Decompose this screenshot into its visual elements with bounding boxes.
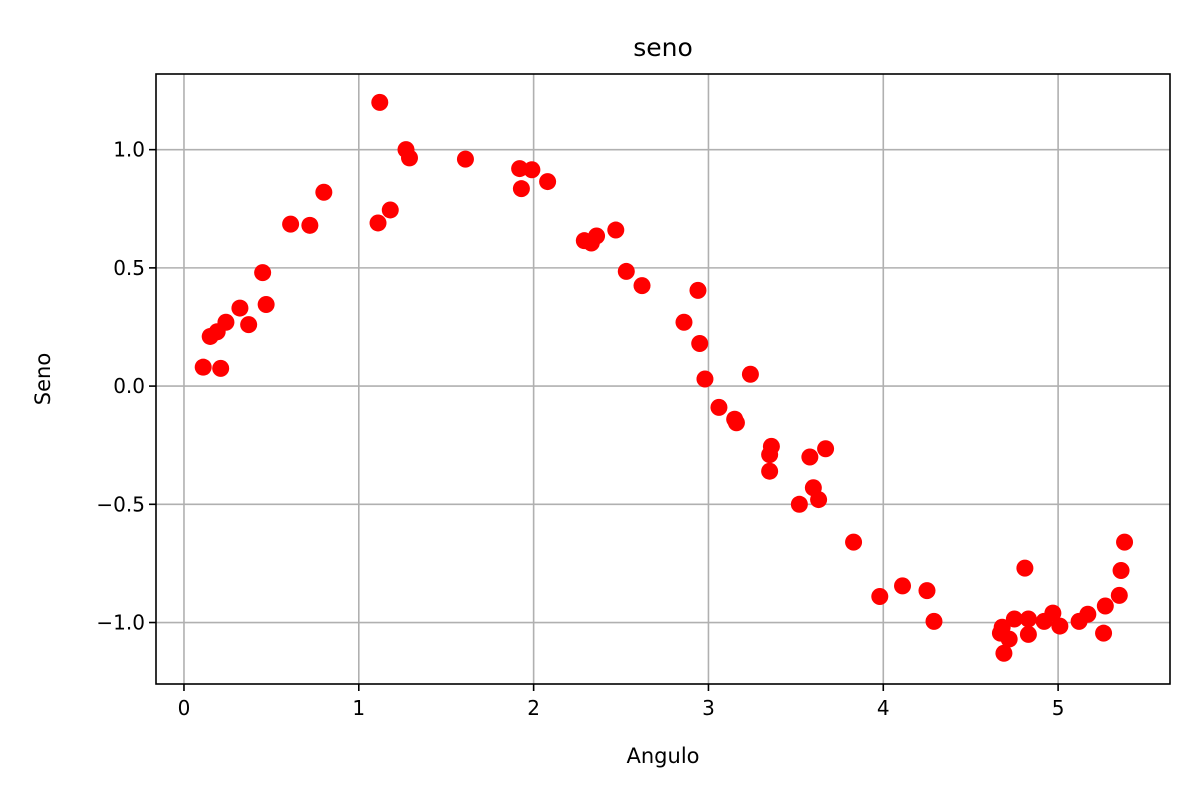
data-point xyxy=(523,161,541,179)
data-point xyxy=(301,216,319,234)
data-point xyxy=(918,582,936,600)
data-point xyxy=(689,281,707,299)
data-point xyxy=(845,533,863,551)
data-point xyxy=(212,359,230,377)
data-point xyxy=(607,221,625,239)
data-point xyxy=(1019,610,1037,628)
x-tick-label: 5 xyxy=(1052,696,1065,720)
data-point xyxy=(588,227,606,245)
x-axis-label: Angulo xyxy=(627,744,700,768)
data-point xyxy=(371,93,389,111)
data-point xyxy=(1044,604,1062,622)
data-point xyxy=(282,215,300,233)
data-point xyxy=(381,201,399,219)
x-tick-label: 3 xyxy=(702,696,715,720)
y-tick-label: −0.5 xyxy=(96,492,145,516)
data-point xyxy=(539,173,557,191)
data-point xyxy=(512,180,530,198)
y-axis-label: Seno xyxy=(31,353,55,405)
data-point xyxy=(1116,533,1134,551)
data-point xyxy=(511,160,529,178)
grid-layer xyxy=(156,74,1170,684)
plot-frame xyxy=(155,73,1171,685)
data-point xyxy=(761,462,779,480)
data-point xyxy=(1005,610,1023,628)
data-point xyxy=(925,612,943,630)
y-tick-label: −1.0 xyxy=(96,611,145,635)
data-point xyxy=(1112,562,1130,580)
data-point xyxy=(1000,630,1018,648)
data-point xyxy=(762,437,780,455)
data-point xyxy=(217,313,235,331)
data-point xyxy=(871,588,889,606)
y-tick-label: 1.0 xyxy=(113,138,145,162)
data-point xyxy=(741,365,759,383)
data-point xyxy=(1016,559,1034,577)
x-tick-label: 0 xyxy=(178,696,191,720)
data-point xyxy=(710,398,728,416)
data-point xyxy=(401,149,418,167)
data-point xyxy=(727,414,745,432)
data-point xyxy=(633,277,651,295)
x-tick-label: 4 xyxy=(877,696,890,720)
data-point xyxy=(254,264,272,282)
x-tick-label: 1 xyxy=(352,696,365,720)
x-tick-label: 2 xyxy=(527,696,540,720)
ticks-layer: 0 1 2 3 4 5 −1.0 −0.5 0.0 0.5 1.0 xyxy=(96,138,1064,720)
data-point xyxy=(810,491,828,509)
data-point xyxy=(369,214,387,232)
data-point xyxy=(1079,605,1097,623)
data-point xyxy=(240,316,258,334)
y-tick-label: 0.5 xyxy=(113,256,145,280)
data-point xyxy=(790,495,808,513)
data-point xyxy=(696,370,714,388)
data-point xyxy=(456,150,474,168)
data-point xyxy=(231,299,249,317)
data-point xyxy=(315,183,333,201)
y-tick-label: 0.0 xyxy=(113,374,145,398)
points-layer xyxy=(194,93,1134,662)
data-point xyxy=(1019,625,1037,643)
data-point xyxy=(817,440,835,458)
data-point xyxy=(1110,586,1128,604)
data-point xyxy=(675,313,693,331)
data-point xyxy=(1095,624,1113,642)
data-point xyxy=(691,335,709,353)
data-point xyxy=(894,577,912,595)
data-point xyxy=(1096,597,1114,615)
data-point xyxy=(801,448,819,466)
data-point xyxy=(194,358,212,376)
data-point xyxy=(617,262,635,280)
chart-title: seno xyxy=(633,33,693,62)
data-point xyxy=(257,296,275,314)
data-point xyxy=(1051,617,1069,635)
data-point xyxy=(995,644,1013,662)
